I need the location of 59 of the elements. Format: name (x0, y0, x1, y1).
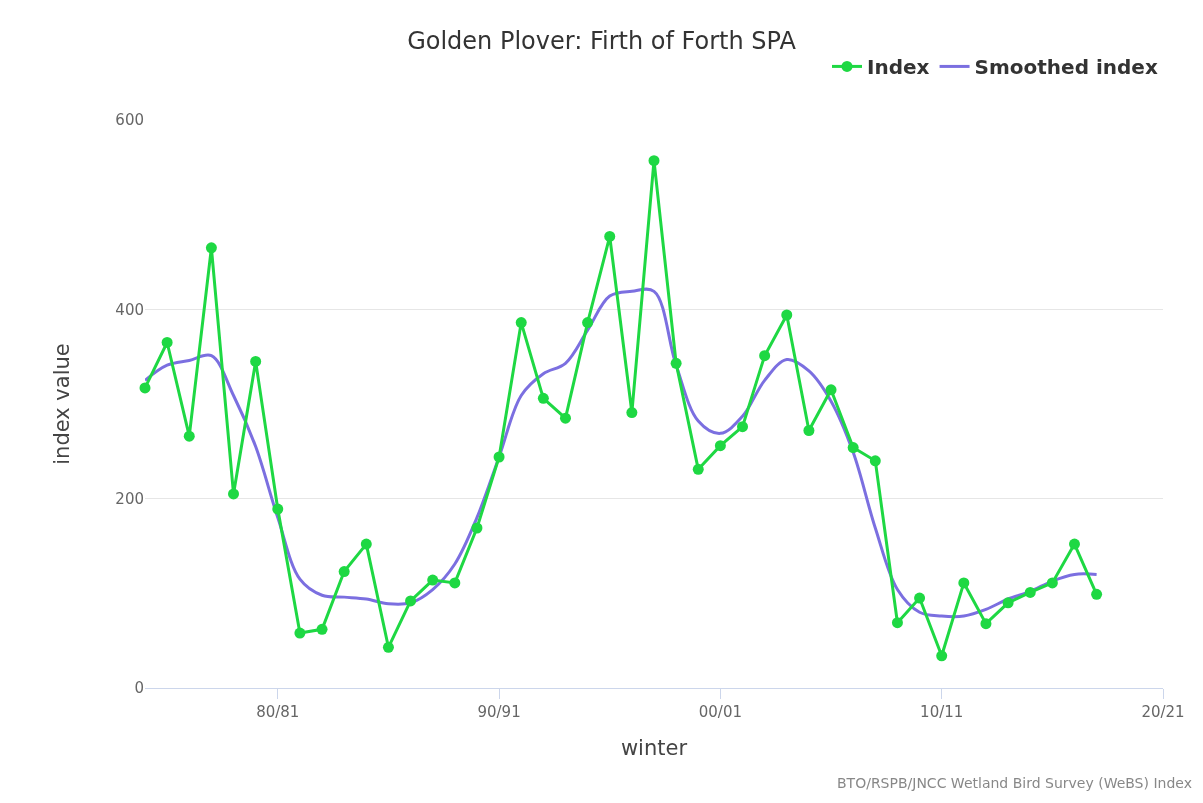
point (1068, 538, 1080, 550)
point (648, 155, 660, 167)
y-tick-label: 600 (115, 111, 144, 130)
point (449, 577, 461, 589)
point (1091, 588, 1103, 600)
point (272, 503, 284, 515)
point (183, 430, 195, 442)
point (692, 463, 704, 475)
point (936, 650, 948, 662)
x-tick-label: 10/11 (920, 703, 964, 721)
point (228, 488, 240, 500)
x-tick-label: 90/91 (477, 703, 521, 721)
text: BTO/RSPB/JNCC Wetland Bird Survey (WeBS) Index (837, 775, 1192, 791)
point (250, 355, 262, 367)
point (914, 592, 926, 604)
point (737, 421, 749, 433)
point (714, 440, 726, 452)
x-tick-label: 80/81 (256, 703, 300, 721)
point (405, 595, 417, 607)
point (161, 336, 173, 348)
point (382, 641, 394, 653)
legend-label: Smoothed index (974, 55, 1158, 80)
point (891, 617, 903, 629)
point (360, 538, 372, 550)
point (781, 309, 793, 321)
x-axis-title: winter (620, 736, 688, 761)
point (1024, 586, 1036, 598)
point (1046, 577, 1058, 589)
point (980, 618, 992, 630)
point (537, 392, 549, 404)
point (205, 242, 217, 254)
y-tick-label: 0 (134, 679, 144, 698)
x-tick-label: 00/01 (698, 703, 743, 721)
y-tick-label: 400 (115, 300, 144, 319)
point (471, 522, 483, 534)
x-tick-label: 20/21 (1141, 703, 1185, 721)
point (316, 623, 328, 635)
point (582, 317, 594, 329)
point (847, 442, 859, 454)
point (626, 407, 638, 419)
point (515, 317, 527, 329)
legend-label: Index (867, 55, 930, 80)
point (427, 574, 439, 586)
y-tick-label: 200 (115, 489, 144, 508)
point (825, 384, 837, 396)
point (1002, 597, 1014, 609)
point (670, 357, 682, 369)
point (139, 382, 151, 394)
point (869, 455, 881, 467)
point (294, 627, 306, 639)
point (759, 350, 771, 362)
y-axis-title: index value (49, 343, 74, 465)
point (803, 425, 815, 437)
point (559, 412, 571, 424)
chart-title: Golden Plover: Firth of Forth SPA (407, 26, 797, 55)
point (604, 230, 616, 242)
point (493, 451, 505, 463)
point (338, 566, 350, 578)
point (958, 577, 970, 589)
